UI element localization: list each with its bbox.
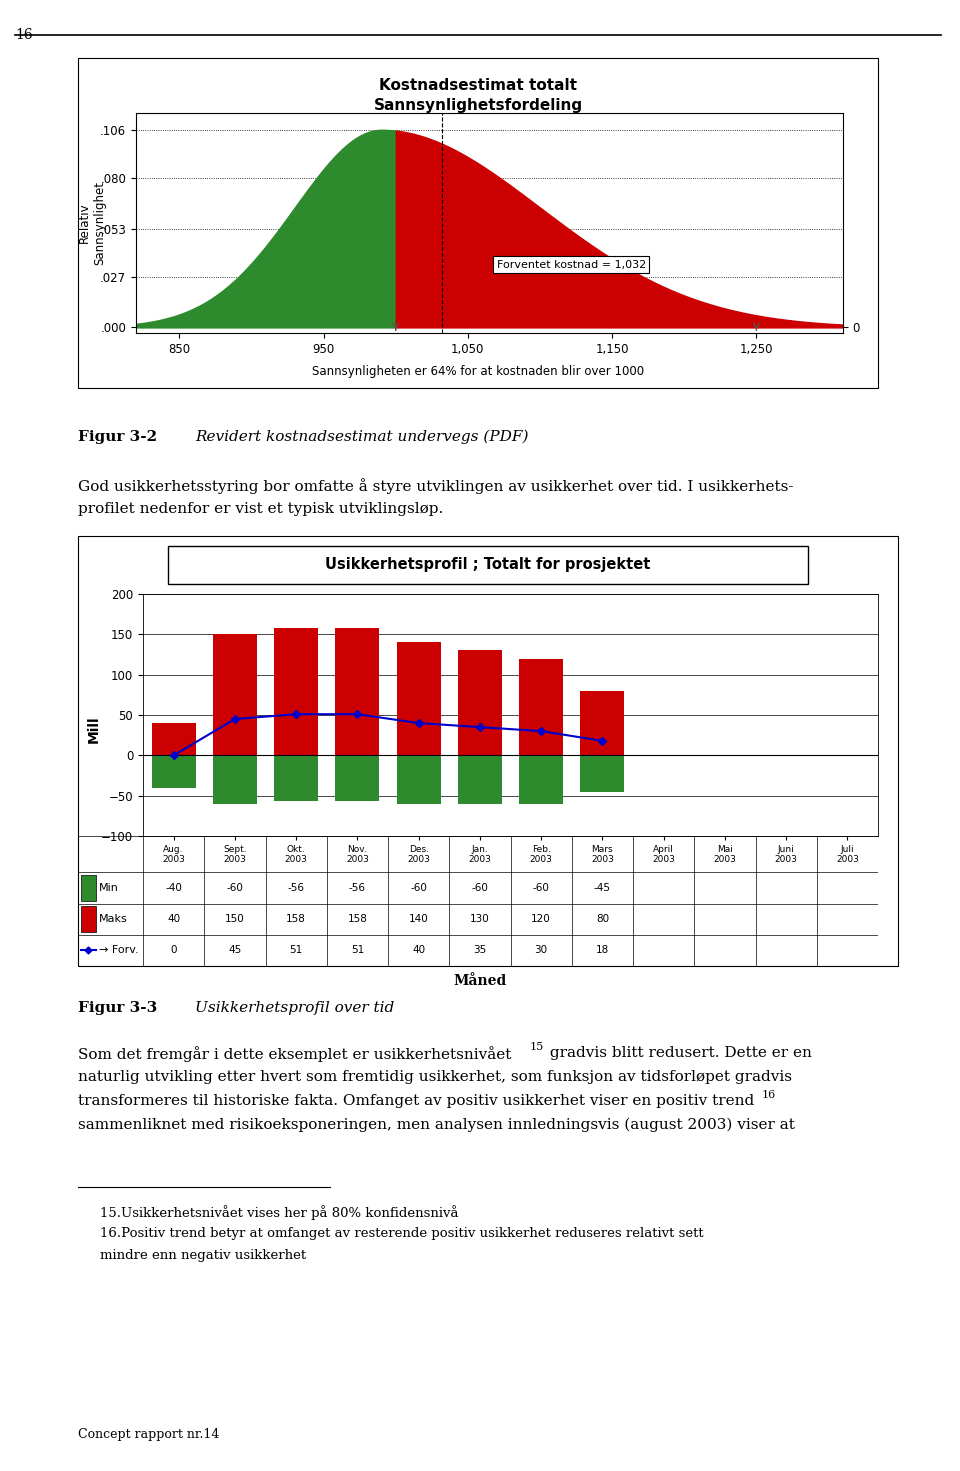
Text: Okt.
2003: Okt. 2003 (285, 844, 307, 863)
FancyBboxPatch shape (168, 546, 808, 584)
Text: -60: -60 (471, 883, 489, 893)
Text: Relativ
Sannsynlighet: Relativ Sannsynlighet (78, 181, 106, 265)
Text: 120: 120 (531, 913, 551, 924)
Text: Maks: Maks (99, 913, 128, 924)
Text: 30: 30 (535, 946, 548, 955)
Text: 158: 158 (286, 913, 306, 924)
Text: naturlig utvikling etter hvert som fremtidig usikkerhet, som funksjon av tidsfor: naturlig utvikling etter hvert som fremt… (78, 1069, 792, 1084)
Text: gradvis blitt redusert. Dette er en: gradvis blitt redusert. Dette er en (545, 1046, 812, 1061)
Text: Jan.
2003: Jan. 2003 (468, 844, 492, 863)
Text: Figur 3-2: Figur 3-2 (78, 430, 157, 444)
Text: mindre enn negativ usikkerhet: mindre enn negativ usikkerhet (100, 1249, 306, 1262)
Text: Mill: Mill (87, 716, 101, 743)
Bar (213, 755, 257, 803)
Bar (335, 628, 379, 755)
Bar (396, 643, 441, 755)
Text: 40: 40 (167, 913, 180, 924)
Text: Feb.
2003: Feb. 2003 (530, 844, 553, 863)
Text: Revidert kostnadsestimat undervegs (PDF): Revidert kostnadsestimat undervegs (PDF) (195, 430, 529, 444)
Text: transformeres til historiske fakta. Omfanget av positiv usikkerhet viser en posi: transformeres til historiske fakta. Omfa… (78, 1094, 755, 1108)
Bar (152, 755, 196, 787)
Bar (82, 875, 96, 902)
Text: Sept.
2003: Sept. 2003 (223, 844, 247, 863)
Bar (581, 755, 624, 791)
Bar (458, 650, 502, 755)
Text: -56: -56 (348, 883, 366, 893)
Text: Som det fremgår i dette eksemplet er usikkerhetsnivået: Som det fremgår i dette eksemplet er usi… (78, 1046, 516, 1062)
Text: Forventet kostnad = 1,032: Forventet kostnad = 1,032 (496, 260, 646, 269)
Text: 158: 158 (348, 913, 368, 924)
Text: 45: 45 (228, 946, 242, 955)
Text: Concept rapport nr.14: Concept rapport nr.14 (78, 1428, 220, 1442)
Bar (82, 906, 96, 933)
Text: 18: 18 (596, 946, 609, 955)
Text: Juni
2003: Juni 2003 (775, 844, 798, 863)
Text: -40: -40 (165, 883, 182, 893)
Bar (274, 755, 318, 800)
Text: sammenliknet med risikoeksponeringen, men analysen innledningsvis (august 2003) : sammenliknet med risikoeksponeringen, me… (78, 1118, 795, 1133)
Bar (335, 755, 379, 800)
Text: -45: -45 (594, 883, 611, 893)
Text: Nov.
2003: Nov. 2003 (346, 844, 369, 863)
Bar (274, 628, 318, 755)
Text: -60: -60 (533, 883, 549, 893)
Text: 16: 16 (15, 28, 33, 43)
Text: 35: 35 (473, 946, 487, 955)
Bar (152, 724, 196, 755)
Text: April
2003: April 2003 (652, 844, 675, 863)
Text: 0: 0 (170, 946, 177, 955)
Bar (458, 755, 502, 803)
Text: Juli
2003: Juli 2003 (836, 844, 859, 863)
Text: 15: 15 (530, 1041, 544, 1052)
Text: 40: 40 (412, 946, 425, 955)
Text: 80: 80 (596, 913, 609, 924)
Text: God usikkerhetsstyring bor omfatte å styre utviklingen av usikkerhet over tid. I: God usikkerhetsstyring bor omfatte å sty… (78, 478, 794, 494)
Bar (519, 659, 564, 755)
Text: Usikkerhetsprofil over tid: Usikkerhetsprofil over tid (195, 1000, 395, 1015)
Text: Sannsynligheten er 64% for at kostnaden blir over 1000: Sannsynligheten er 64% for at kostnaden … (312, 365, 644, 378)
Text: → Forv.: → Forv. (99, 946, 138, 955)
Text: 16: 16 (762, 1090, 777, 1100)
Text: 140: 140 (409, 913, 428, 924)
Text: Måned: Måned (453, 974, 507, 989)
Text: Mai
2003: Mai 2003 (713, 844, 736, 863)
Bar (213, 634, 257, 755)
Text: Aug.
2003: Aug. 2003 (162, 844, 185, 863)
Bar (519, 755, 564, 803)
Text: 51: 51 (350, 946, 364, 955)
Text: Min: Min (99, 883, 119, 893)
Text: profilet nedenfor er vist et typisk utviklingsløp.: profilet nedenfor er vist et typisk utvi… (78, 502, 444, 516)
Text: -60: -60 (227, 883, 243, 893)
Text: 51: 51 (290, 946, 302, 955)
Text: 130: 130 (470, 913, 490, 924)
Text: Kostnadsestimat totalt
Sannsynlighetsfordeling: Kostnadsestimat totalt Sannsynlighetsfor… (373, 78, 583, 113)
Text: Figur 3-3: Figur 3-3 (78, 1000, 157, 1015)
Text: Usikkerhetsprofil ; Totalt for prosjektet: Usikkerhetsprofil ; Totalt for prosjekte… (325, 558, 651, 572)
Text: 16.Positiv trend betyr at omfanget av resterende positiv usikkerhet reduseres re: 16.Positiv trend betyr at omfanget av re… (100, 1227, 704, 1240)
Bar (396, 755, 441, 803)
Text: 150: 150 (225, 913, 245, 924)
Text: Mars
2003: Mars 2003 (591, 844, 613, 863)
Text: -56: -56 (288, 883, 304, 893)
Bar (581, 691, 624, 755)
Text: -60: -60 (410, 883, 427, 893)
Text: Des.
2003: Des. 2003 (407, 844, 430, 863)
Text: 15.Usikkerhetsnivået vises her på 80% konfidensnivå: 15.Usikkerhetsnivået vises her på 80% ko… (100, 1205, 459, 1219)
